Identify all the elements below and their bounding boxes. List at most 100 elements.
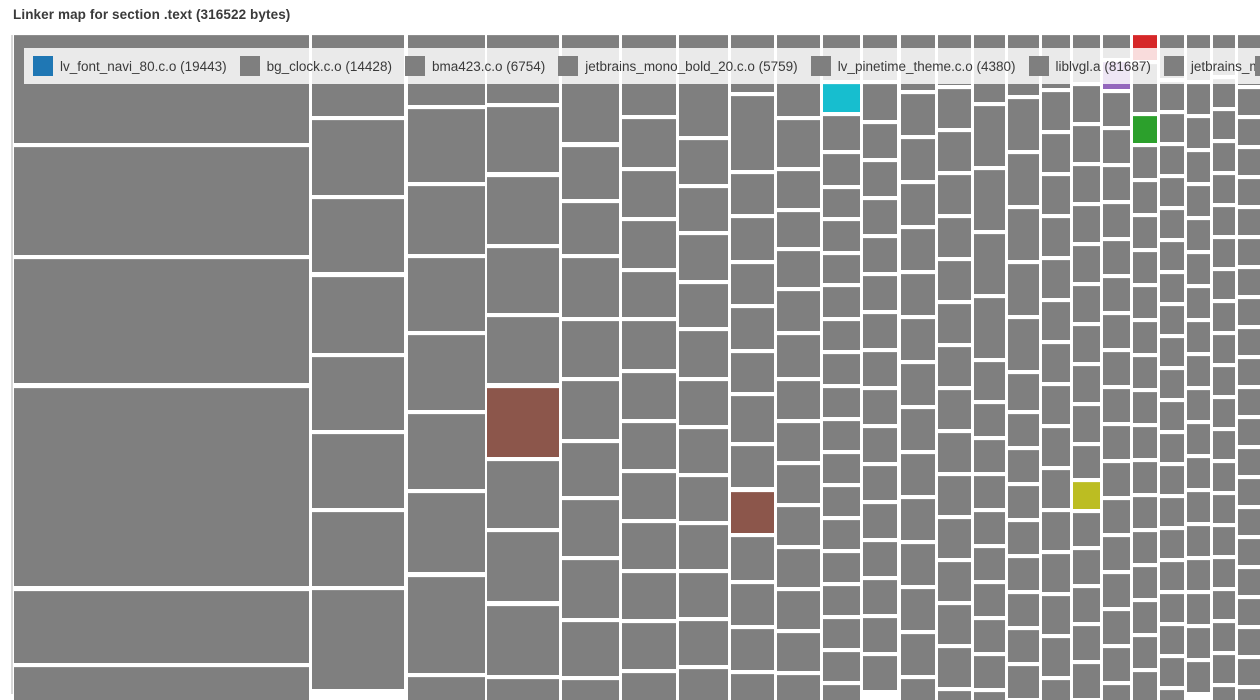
treemap-block[interactable] xyxy=(1238,449,1260,475)
treemap-block[interactable] xyxy=(823,454,860,483)
treemap-block[interactable] xyxy=(863,84,897,120)
treemap-block[interactable] xyxy=(938,175,971,214)
treemap-block[interactable] xyxy=(679,140,728,184)
treemap-block[interactable] xyxy=(1008,99,1039,150)
treemap-block[interactable] xyxy=(1238,539,1260,565)
treemap-block[interactable] xyxy=(863,542,897,576)
treemap-block[interactable] xyxy=(1160,242,1184,270)
treemap-block[interactable] xyxy=(938,605,971,644)
treemap-block[interactable] xyxy=(562,203,619,254)
treemap-block[interactable] xyxy=(408,335,485,410)
treemap-block[interactable] xyxy=(622,523,676,569)
treemap-block[interactable] xyxy=(622,171,676,217)
treemap-block[interactable] xyxy=(974,656,1005,688)
treemap-block[interactable] xyxy=(1103,537,1130,570)
treemap-block[interactable] xyxy=(1073,482,1100,509)
treemap-block[interactable] xyxy=(1213,207,1235,235)
treemap-block[interactable] xyxy=(1073,366,1100,402)
treemap-block[interactable] xyxy=(1213,623,1235,651)
treemap-block[interactable] xyxy=(1042,386,1070,424)
treemap-block[interactable] xyxy=(731,96,774,170)
treemap-block[interactable] xyxy=(731,218,774,260)
treemap-block[interactable] xyxy=(1103,130,1130,163)
treemap-block[interactable] xyxy=(1213,655,1235,683)
treemap-block[interactable] xyxy=(823,487,860,516)
treemap-block[interactable] xyxy=(1213,431,1235,459)
treemap-block[interactable] xyxy=(1160,594,1184,622)
treemap-block[interactable] xyxy=(1073,86,1100,122)
treemap-block[interactable] xyxy=(1133,392,1157,423)
treemap-block[interactable] xyxy=(938,261,971,300)
treemap-block[interactable] xyxy=(1160,434,1184,462)
treemap-block[interactable] xyxy=(312,434,404,508)
treemap-block[interactable] xyxy=(1073,406,1100,442)
treemap-block[interactable] xyxy=(1073,588,1100,622)
treemap-block[interactable] xyxy=(863,466,897,500)
treemap-block[interactable] xyxy=(938,648,971,687)
treemap-block[interactable] xyxy=(312,357,404,430)
treemap-block[interactable] xyxy=(901,319,935,360)
treemap-block[interactable] xyxy=(1042,638,1070,676)
treemap-block[interactable] xyxy=(679,381,728,425)
treemap-block[interactable] xyxy=(1213,79,1235,107)
treemap-block[interactable] xyxy=(487,177,559,244)
treemap-block[interactable] xyxy=(1160,690,1184,700)
treemap-block[interactable] xyxy=(1133,217,1157,248)
treemap-block[interactable] xyxy=(1073,326,1100,362)
treemap-block[interactable] xyxy=(1238,599,1260,625)
treemap-block[interactable] xyxy=(731,492,774,533)
treemap-block[interactable] xyxy=(1213,175,1235,203)
treemap-block[interactable] xyxy=(974,362,1005,400)
treemap-block[interactable] xyxy=(1073,446,1100,478)
treemap-block[interactable] xyxy=(408,577,485,673)
treemap-block[interactable] xyxy=(1103,352,1130,385)
treemap-block[interactable] xyxy=(1008,319,1039,370)
treemap-block[interactable] xyxy=(408,677,485,700)
treemap-block[interactable] xyxy=(1042,554,1070,592)
treemap-block[interactable] xyxy=(863,314,897,348)
treemap-block[interactable] xyxy=(679,284,728,327)
treemap-block[interactable] xyxy=(823,354,860,384)
treemap-block[interactable] xyxy=(1160,306,1184,334)
treemap-block[interactable] xyxy=(1187,288,1210,318)
treemap-block[interactable] xyxy=(823,520,860,549)
treemap-block[interactable] xyxy=(1160,466,1184,494)
treemap-block[interactable] xyxy=(679,477,728,521)
treemap-block[interactable] xyxy=(1160,274,1184,302)
treemap-block[interactable] xyxy=(863,200,897,234)
treemap-block[interactable] xyxy=(1103,241,1130,274)
treemap-block[interactable] xyxy=(901,499,935,540)
treemap-block[interactable] xyxy=(1187,628,1210,658)
treemap-block[interactable] xyxy=(823,287,860,317)
treemap-block[interactable] xyxy=(679,573,728,617)
treemap-block[interactable] xyxy=(1073,126,1100,162)
treemap-block[interactable] xyxy=(1133,637,1157,668)
treemap-block[interactable] xyxy=(408,186,485,254)
treemap-block[interactable] xyxy=(312,590,404,689)
treemap-block[interactable] xyxy=(1160,562,1184,590)
treemap-block[interactable] xyxy=(1133,672,1157,700)
treemap-block[interactable] xyxy=(777,251,820,287)
treemap-block[interactable] xyxy=(1008,264,1039,315)
treemap-block[interactable] xyxy=(823,221,860,251)
treemap-block[interactable] xyxy=(777,633,820,671)
treemap-block[interactable] xyxy=(1187,458,1210,488)
treemap-block[interactable] xyxy=(487,679,559,700)
treemap-block[interactable] xyxy=(679,429,728,473)
treemap-block[interactable] xyxy=(1073,246,1100,282)
treemap-block[interactable] xyxy=(1160,370,1184,398)
treemap-block[interactable] xyxy=(1238,239,1260,265)
treemap-block[interactable] xyxy=(562,381,619,439)
treemap-block[interactable] xyxy=(1042,470,1070,508)
treemap-block[interactable] xyxy=(731,537,774,580)
treemap-block[interactable] xyxy=(777,549,820,587)
treemap-block[interactable] xyxy=(622,373,676,419)
treemap-block[interactable] xyxy=(901,679,935,700)
treemap-block[interactable] xyxy=(1238,209,1260,235)
treemap-block[interactable] xyxy=(487,606,559,675)
treemap-block[interactable] xyxy=(14,667,309,700)
treemap-block[interactable] xyxy=(863,618,897,652)
treemap-block[interactable] xyxy=(1008,486,1039,518)
treemap-block[interactable] xyxy=(974,476,1005,508)
treemap-block[interactable] xyxy=(408,493,485,572)
